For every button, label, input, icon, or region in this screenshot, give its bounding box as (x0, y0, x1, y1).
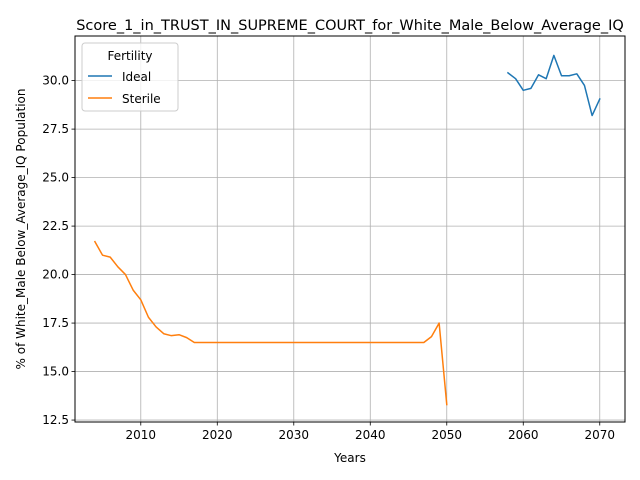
y-tick-label: 15.0 (42, 365, 69, 379)
y-tick-label: 25.0 (42, 171, 69, 185)
series-line-sterile (93, 240, 448, 406)
y-tick-label: 30.0 (42, 74, 69, 88)
x-tick-label: 2030 (279, 428, 310, 442)
x-axis: 2010 2020 2030 2040 2050 2060 2070 (126, 422, 615, 442)
x-tick-label: 2060 (508, 428, 539, 442)
x-tick-label: 2020 (202, 428, 233, 442)
x-tick-label: 2070 (584, 428, 615, 442)
x-axis-label: Years (333, 451, 366, 465)
x-tick-label: 2050 (431, 428, 462, 442)
series-lines (93, 54, 601, 406)
y-tick-label: 22.5 (42, 219, 69, 233)
legend-box (81, 42, 179, 112)
legend: Fertility Ideal Sterile (81, 42, 179, 112)
x-tick-label: 2040 (355, 428, 386, 442)
legend-label-sterile: Sterile (122, 92, 161, 106)
y-tick-label: 27.5 (42, 122, 69, 136)
chart-title: Score_1_in_TRUST_IN_SUPREME_COURT_for_Wh… (76, 18, 624, 34)
plot-frame (74, 35, 626, 423)
y-axis: 12.5 15.0 17.5 20.0 22.5 25.0 27.5 30.0 (42, 74, 75, 427)
grid (75, 36, 625, 422)
legend-label-ideal: Ideal (122, 70, 151, 84)
series-line-ideal (506, 54, 601, 117)
y-axis-label: % of White_Male Below_Average_IQ Populat… (14, 89, 28, 370)
y-tick-label: 17.5 (42, 316, 69, 330)
legend-title: Fertility (107, 49, 152, 63)
y-tick-label: 20.0 (42, 268, 69, 282)
x-tick-label: 2010 (126, 428, 157, 442)
y-tick-label: 12.5 (42, 413, 69, 427)
